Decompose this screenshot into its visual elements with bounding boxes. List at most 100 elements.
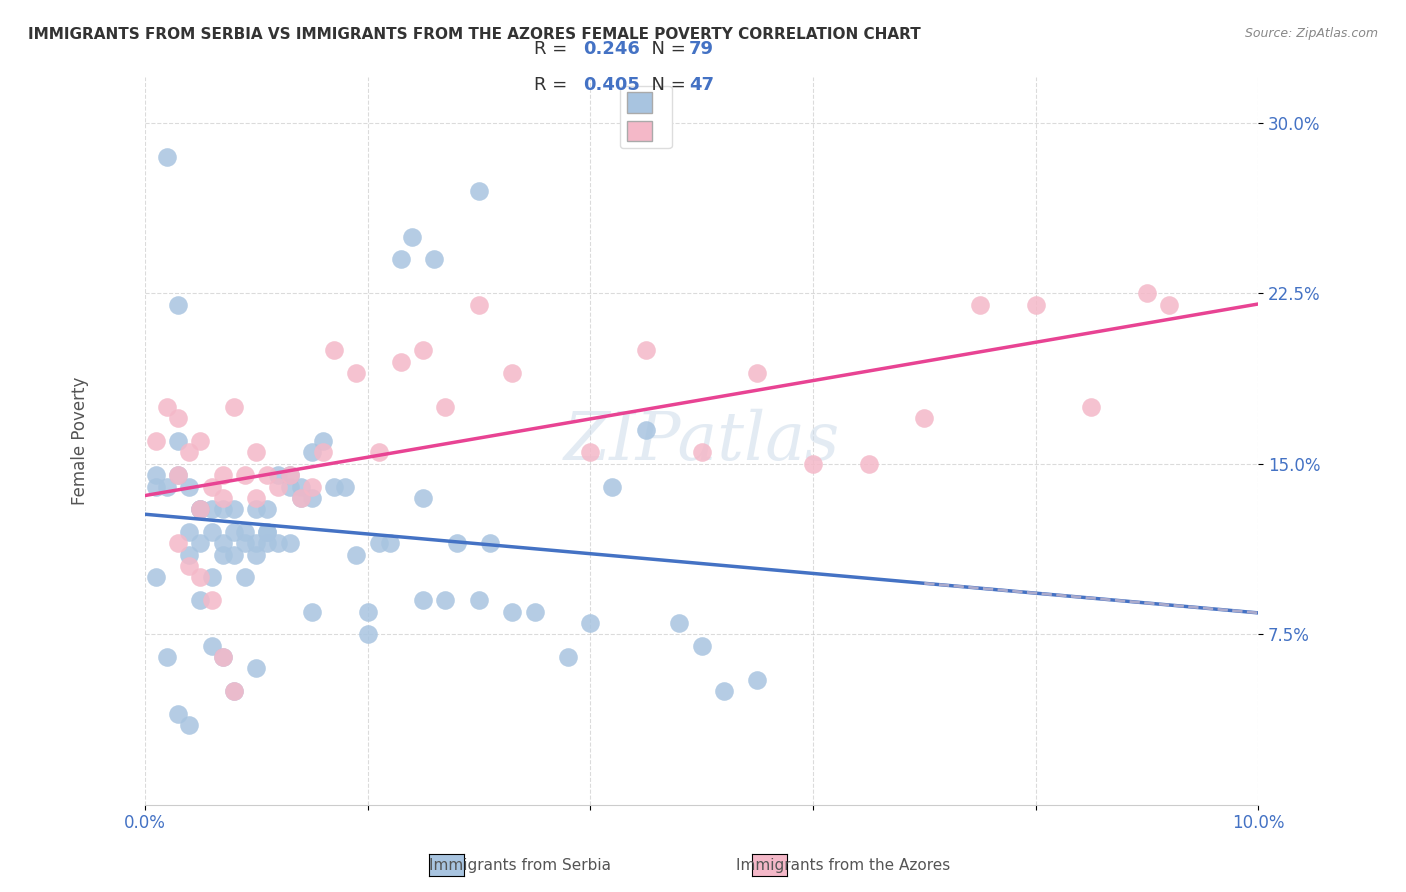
- Point: [201, 502, 224, 516]
- Point: [389, 252, 412, 267]
- Point: [167, 411, 190, 425]
- Text: N =: N =: [640, 40, 692, 58]
- Point: [468, 184, 491, 198]
- Point: [233, 536, 256, 550]
- Point: [222, 502, 245, 516]
- Point: [245, 536, 267, 550]
- Point: [201, 524, 224, 539]
- Point: [668, 615, 690, 630]
- Point: [747, 673, 769, 687]
- Point: [1080, 400, 1102, 414]
- Text: Immigrants from Serbia: Immigrants from Serbia: [429, 858, 612, 872]
- Point: [256, 524, 278, 539]
- Point: [278, 536, 301, 550]
- Point: [156, 649, 179, 664]
- Point: [222, 548, 245, 562]
- Point: [190, 570, 212, 584]
- Point: [579, 445, 602, 459]
- Point: [167, 468, 190, 483]
- Point: [145, 434, 167, 448]
- Point: [401, 229, 423, 244]
- Point: [1159, 298, 1181, 312]
- Point: [278, 468, 301, 483]
- Point: [256, 536, 278, 550]
- Point: [156, 150, 179, 164]
- Text: Source: ZipAtlas.com: Source: ZipAtlas.com: [1244, 27, 1378, 40]
- Point: [256, 502, 278, 516]
- Point: [446, 536, 468, 550]
- Text: IMMIGRANTS FROM SERBIA VS IMMIGRANTS FROM THE AZORES FEMALE POVERTY CORRELATION : IMMIGRANTS FROM SERBIA VS IMMIGRANTS FRO…: [28, 27, 921, 42]
- Point: [201, 639, 224, 653]
- Point: [267, 536, 290, 550]
- Point: [190, 502, 212, 516]
- Text: Immigrants from the Azores: Immigrants from the Azores: [737, 858, 950, 872]
- Point: [256, 524, 278, 539]
- Point: [912, 411, 935, 425]
- Point: [245, 661, 267, 675]
- Point: [211, 536, 233, 550]
- Point: [301, 479, 323, 493]
- Point: [389, 354, 412, 368]
- Point: [690, 445, 713, 459]
- Text: 0.246: 0.246: [583, 40, 640, 58]
- Point: [245, 445, 267, 459]
- Point: [301, 491, 323, 505]
- Point: [267, 468, 290, 483]
- Point: [256, 468, 278, 483]
- Point: [201, 479, 224, 493]
- Point: [222, 684, 245, 698]
- Point: [211, 491, 233, 505]
- Point: [1025, 298, 1047, 312]
- Point: [245, 491, 267, 505]
- Point: [179, 718, 201, 732]
- Text: 47: 47: [689, 76, 714, 94]
- Point: [190, 536, 212, 550]
- Point: [190, 502, 212, 516]
- Point: [858, 457, 880, 471]
- Text: N =: N =: [640, 76, 692, 94]
- Point: [290, 491, 312, 505]
- Point: [634, 343, 657, 358]
- Point: [434, 400, 457, 414]
- Point: [301, 445, 323, 459]
- Point: [468, 593, 491, 607]
- Point: [211, 649, 233, 664]
- Text: 0.405: 0.405: [583, 76, 640, 94]
- Point: [690, 639, 713, 653]
- Point: [145, 479, 167, 493]
- Point: [1136, 286, 1159, 301]
- Point: [190, 502, 212, 516]
- Point: [278, 479, 301, 493]
- Point: [356, 605, 378, 619]
- Point: [312, 434, 335, 448]
- Point: [201, 593, 224, 607]
- Point: [211, 548, 233, 562]
- Point: [167, 468, 190, 483]
- Point: [222, 400, 245, 414]
- Point: [323, 479, 346, 493]
- Point: [145, 468, 167, 483]
- Point: [156, 479, 179, 493]
- Point: [222, 524, 245, 539]
- Point: [356, 627, 378, 641]
- Text: 79: 79: [689, 40, 714, 58]
- Point: [801, 457, 824, 471]
- Point: [290, 491, 312, 505]
- Point: [557, 649, 579, 664]
- Point: [713, 684, 735, 698]
- Point: [245, 548, 267, 562]
- Point: [969, 298, 991, 312]
- Point: [434, 593, 457, 607]
- Point: [344, 548, 367, 562]
- Text: ZIPatlas: ZIPatlas: [564, 409, 839, 474]
- Point: [479, 536, 502, 550]
- Point: [367, 536, 389, 550]
- Point: [179, 548, 201, 562]
- Point: [179, 479, 201, 493]
- Point: [412, 343, 434, 358]
- Point: [190, 593, 212, 607]
- Point: [747, 366, 769, 380]
- Point: [468, 298, 491, 312]
- Text: R =: R =: [534, 40, 574, 58]
- Point: [167, 536, 190, 550]
